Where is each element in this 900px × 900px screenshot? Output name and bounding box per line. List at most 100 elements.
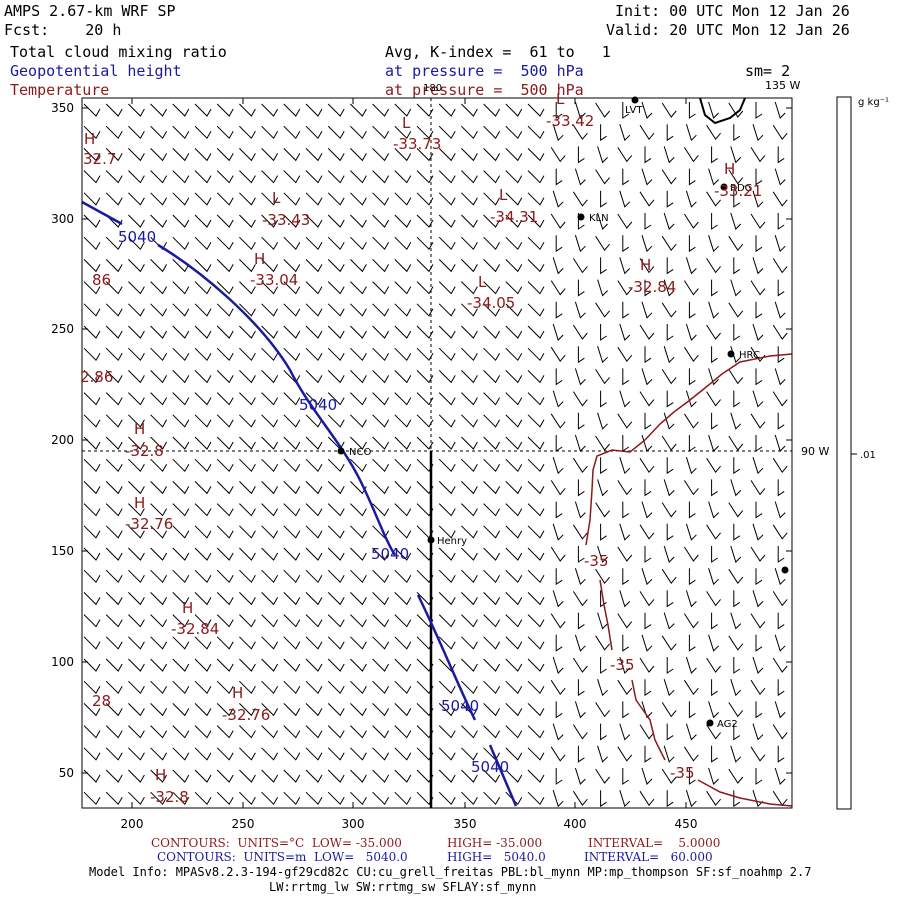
wind-barb [683,480,699,496]
wind-barb [595,635,610,651]
wind-barb [216,725,234,739]
wind-barb [194,791,212,806]
field2-title: Geopotential height [10,62,182,80]
wind-barb [150,170,168,184]
wind-barb [350,370,367,384]
wind-barb [774,434,786,452]
edge-label: 28 [92,692,111,710]
wind-barb [350,436,367,450]
wind-barb [416,436,434,450]
wind-barb [128,170,145,184]
wind-barb [550,746,566,762]
wind-barb [194,769,212,783]
wind-barb [685,190,697,208]
wind-barb [666,457,674,475]
station-label: KLN [589,213,609,224]
wind-barb [752,790,764,808]
wind-barb [661,302,677,318]
extremum-value: -33.04 [250,271,298,289]
wind-barb [483,370,501,384]
wind-barb [622,102,630,119]
wind-barb [350,303,367,317]
wind-barb [194,259,212,273]
wind-barb [688,368,696,386]
wind-barb [416,170,434,184]
wind-barb [394,703,412,717]
station-label: HRC [739,350,760,361]
wind-barb [216,747,234,761]
wind-barb [372,636,390,650]
wind-barb [752,190,764,208]
wind-barb [105,236,123,251]
wind-barb [239,436,256,450]
wind-barb [83,614,101,628]
wind-barb [394,325,412,339]
height-label: 5040 [118,228,156,246]
wind-barb [283,436,301,450]
plot-frame [81,97,793,809]
wind-barb [683,213,699,229]
wind-barb [216,414,234,428]
wind-barb [774,301,786,319]
wind-barb [261,259,279,273]
wind-barb [733,390,741,408]
wind-barb [83,636,101,650]
x-tick-label: 400 [564,817,587,831]
wind-barb [505,259,523,273]
wind-barb [730,412,742,430]
wind-barb [688,634,696,652]
wind-barb [350,103,367,117]
wind-barb [327,392,345,406]
wind-barb [577,612,585,630]
wind-barb [617,346,633,363]
height-label: 5040 [441,697,479,715]
wind-barb [597,412,608,430]
wind-barb [772,191,788,207]
wind-barb [83,791,101,806]
wind-barb [283,547,301,561]
wind-barb [505,236,523,251]
wind-barb [283,636,301,650]
wind-barb [150,281,168,295]
wind-barb [772,724,788,740]
wind-barb [283,503,301,517]
wind-barb [83,170,101,184]
wind-barb [261,747,279,761]
wind-barb [438,303,456,317]
wind-barb [505,547,523,561]
wind-barb [706,391,721,407]
wind-barb [128,503,145,517]
wind-barb [283,747,301,761]
wind-barb [261,791,279,806]
wind-barb [483,259,501,273]
wind-barb [372,148,390,162]
wind-barb [574,168,586,186]
wind-barb [327,725,345,739]
wind-barb [552,124,564,142]
wind-barb [350,281,367,295]
wind-barb [83,769,101,783]
wind-barb [394,658,412,672]
wind-barb [128,636,145,650]
wind-barb [552,190,564,208]
wind-barb [239,214,256,228]
wind-barb [461,148,478,162]
wind-barb [555,568,563,586]
wind-barb [327,347,345,362]
wind-barb [622,634,630,652]
wind-barb [750,613,766,629]
wind-barb [150,547,168,561]
wind-barb [105,569,123,584]
colorbar-unit: g kg⁻¹ [858,97,889,108]
lon-label-90w: 90 W [801,445,829,458]
wind-barb [595,502,610,518]
wind-barb [283,303,301,317]
wind-barb [150,636,168,650]
wind-barb [372,481,390,495]
init-time: Init: 00 UTC Mon 12 Jan 26 [615,2,850,20]
wind-barb [574,301,586,319]
wind-barb [527,170,545,184]
wind-barb [574,235,586,253]
wind-barb [194,503,212,517]
wind-barb [172,769,190,783]
